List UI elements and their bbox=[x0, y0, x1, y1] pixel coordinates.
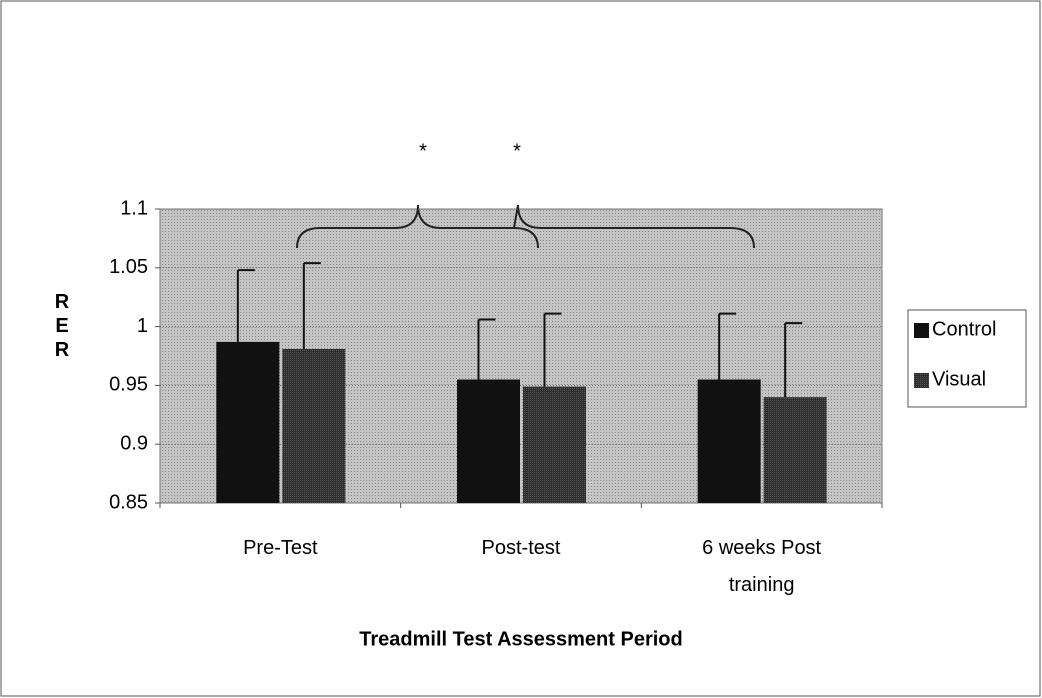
bar bbox=[763, 397, 827, 503]
y-tick-label: 0.95 bbox=[109, 374, 148, 396]
y-tick-label: 0.85 bbox=[109, 491, 148, 513]
x-tick-label: Post-test bbox=[481, 537, 561, 559]
legend-swatch bbox=[914, 323, 929, 338]
legend-label: Visual bbox=[932, 368, 986, 390]
y-tick-label: 0.9 bbox=[120, 432, 148, 454]
bar bbox=[697, 379, 761, 503]
y-tick-label: 1.1 bbox=[120, 197, 148, 219]
annotation: * bbox=[419, 140, 427, 162]
x-tick-label: 6 weeks Post training bbox=[702, 537, 822, 596]
bar bbox=[523, 386, 586, 503]
bar bbox=[457, 379, 520, 503]
brace bbox=[296, 204, 755, 249]
y-tick-label: 1.05 bbox=[109, 256, 148, 278]
x-tick-label: Pre-Test bbox=[243, 537, 318, 559]
legend-label: Control bbox=[932, 318, 996, 340]
y-tick-label: 1 bbox=[137, 315, 148, 337]
x-axis-label: Treadmill Test Assessment Period bbox=[359, 628, 682, 650]
legend-swatch bbox=[914, 373, 929, 388]
annotation: * bbox=[513, 140, 521, 162]
bar bbox=[216, 341, 280, 503]
bar bbox=[282, 348, 346, 503]
